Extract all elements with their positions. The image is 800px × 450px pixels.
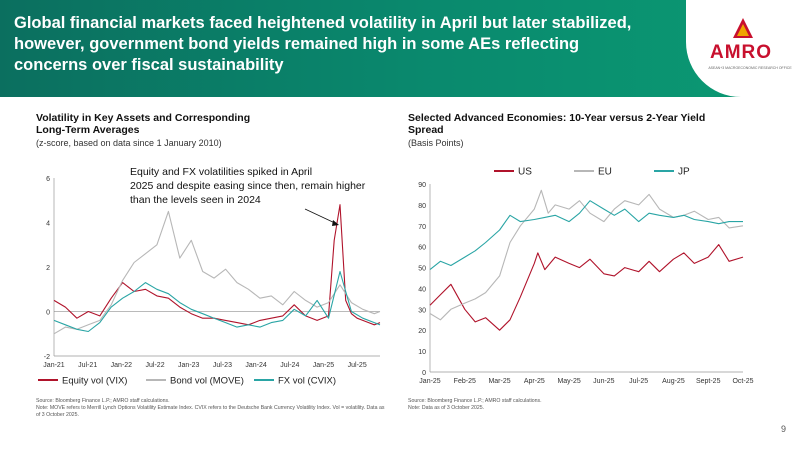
y-tick-label: 50 — [418, 266, 426, 273]
x-tick-label: Jul-25 — [629, 378, 648, 385]
y-tick-label: 6 — [46, 176, 50, 183]
page-number: 9 — [781, 424, 787, 434]
volatility-chart: -2 0 2 4 6 Jan-21 Jul-21 Jan-22 Jul-22 Jan-23 Jul-… — [38, 166, 381, 387]
series-line-1 — [429, 244, 744, 331]
x-tick-label: Jul-24 — [280, 362, 299, 369]
x-tick-label: Jul-23 — [213, 362, 232, 369]
legend-label: JP — [678, 167, 690, 178]
x-tick-label: Jan-24 — [245, 362, 267, 369]
y-tick-label: 2 — [46, 265, 50, 272]
x-tick-label: Jan-23 — [178, 362, 200, 369]
x-tick-label: Jan-25 — [419, 378, 441, 385]
x-tick-label: Oct-25 — [732, 378, 753, 385]
annotation-line-1: Equity and FX volatilities spiked in Apr… — [130, 166, 312, 178]
y-tick-label: 0 — [422, 370, 426, 377]
x-tick-label: Feb-25 — [454, 378, 476, 385]
y-tick-label: -2 — [44, 354, 50, 361]
y-tick-label: 0 — [46, 310, 50, 317]
left-chart-subtitle: (z-score, based on data since 1 January … — [36, 138, 222, 148]
series-line-3 — [53, 270, 381, 333]
legend-label: EU — [598, 167, 612, 178]
x-tick-label: Jul-21 — [78, 362, 97, 369]
x-tick-label: Mar-25 — [488, 378, 510, 385]
yield-spread-chart: 0 10 20 30 40 50 60 70 80 90 Jan-25 Feb-25 Mar-25 Apr… — [418, 167, 753, 386]
x-tick-label: Jan-25 — [313, 362, 335, 369]
legend-label: FX vol (CVIX) — [278, 376, 336, 387]
right-chart-title: Selected Advanced Economies: 10-Year ver… — [408, 112, 706, 136]
y-tick-label: 30 — [418, 307, 426, 314]
y-tick-label: 20 — [418, 328, 426, 335]
right-chart-subtitle: (Basis Points) — [408, 138, 464, 148]
x-tick-label: Jun-25 — [593, 378, 615, 385]
y-tick-label: 80 — [418, 203, 426, 210]
annotation-line-3: than the levels seen in 2024 — [130, 194, 261, 206]
legend-label: Equity vol (VIX) — [62, 376, 127, 387]
legend-label: US — [518, 167, 532, 178]
left-source: Source: Bloomberg Finance L.P.; AMRO sta… — [36, 398, 170, 404]
left-note: Note: MOVE refers to Merrill Lynch Optio… — [36, 405, 385, 418]
logo-triangle-icon — [733, 18, 753, 38]
logo-subtitle: ASEAN+3 MACROECONOMIC RESEARCH OFFICE — [708, 66, 792, 70]
y-tick-label: 60 — [418, 245, 426, 252]
right-note: Note: Data as of 3 October 2025. — [408, 405, 485, 411]
y-tick-label: 10 — [418, 349, 426, 356]
left-chart-title: Volatility in Key Assets and Correspondi… — [36, 112, 251, 136]
series-line-1 — [53, 204, 381, 326]
x-tick-label: Jan-21 — [43, 362, 65, 369]
x-tick-label: Apr-25 — [524, 378, 545, 385]
series-line-2 — [53, 210, 381, 335]
page-title: Global financial markets faced heightene… — [14, 14, 632, 74]
x-tick-label: May-25 — [557, 378, 580, 385]
logo-text: AMRO — [710, 42, 773, 63]
y-tick-label: 40 — [418, 286, 426, 293]
x-tick-label: Jul-22 — [146, 362, 165, 369]
annotation-arrowhead — [332, 220, 339, 226]
header-banner: Global financial markets faced heightene… — [0, 0, 800, 97]
x-tick-label: Aug-25 — [662, 378, 685, 385]
right-source: Source: Bloomberg Finance L.P.; AMRO sta… — [408, 398, 542, 404]
series-line-2 — [429, 189, 744, 321]
y-tick-label: 4 — [46, 221, 50, 228]
legend-label: Bond vol (MOVE) — [170, 376, 244, 387]
annotation-line-2: 2025 and despite easing since then, rema… — [130, 180, 366, 192]
y-tick-label: 70 — [418, 224, 426, 231]
annotation-arrow — [304, 208, 338, 225]
logo-area — [686, 0, 800, 97]
y-tick-label: 90 — [418, 182, 426, 189]
x-tick-label: Jul-25 — [348, 362, 367, 369]
x-tick-label: Jan-22 — [111, 362, 133, 369]
x-tick-label: Sept-25 — [696, 378, 721, 385]
series-line-3 — [429, 200, 743, 271]
